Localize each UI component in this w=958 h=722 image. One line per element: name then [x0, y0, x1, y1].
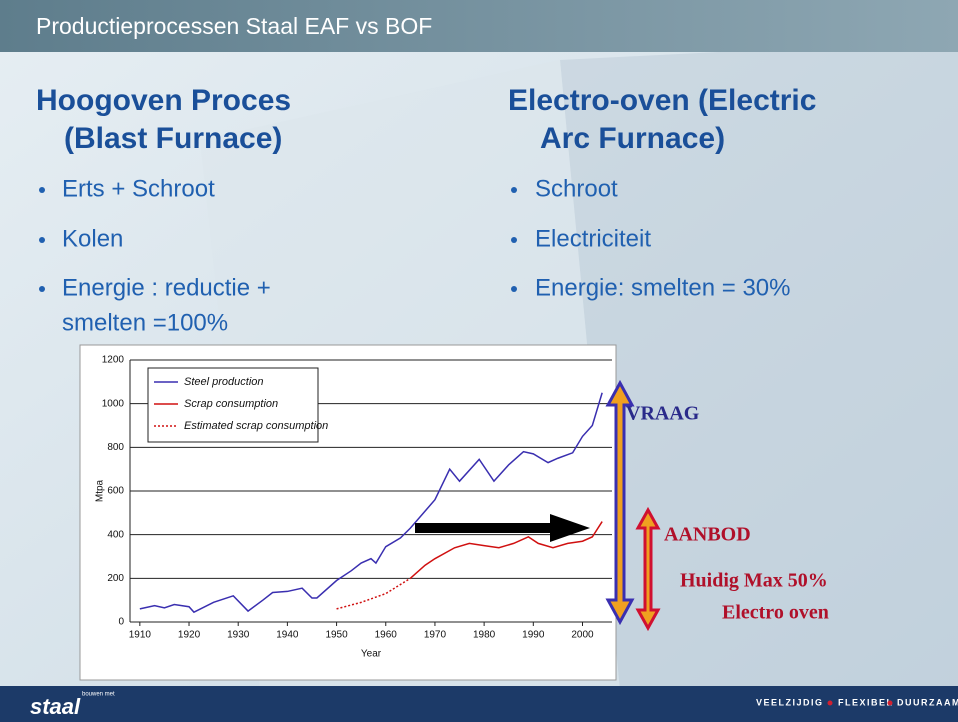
tagline: FLEXIBEL	[838, 697, 894, 707]
x-tick-label: 1940	[276, 630, 299, 641]
bullet: Electriciteit	[535, 225, 651, 252]
logo: staal	[30, 694, 81, 719]
y-tick-label: 800	[107, 442, 124, 453]
y-tick-label: 1200	[102, 355, 125, 366]
annotation: Huidig Max 50%	[680, 570, 828, 592]
x-tick-label: 1950	[325, 630, 348, 641]
x-tick-label: 1920	[178, 630, 201, 641]
x-tick-label: 1910	[129, 630, 152, 641]
x-tick-label: 1990	[522, 630, 545, 641]
slide: Productieprocessen Staal EAF vs BOF Hoog…	[0, 0, 958, 722]
bullet-dot	[511, 187, 517, 193]
y-tick-label: 200	[107, 573, 124, 584]
separator	[828, 701, 833, 706]
y-axis-label: Mtpa	[95, 479, 106, 502]
x-tick-label: 1970	[424, 630, 447, 641]
y-tick-label: 0	[118, 617, 124, 628]
bullet-dot	[39, 286, 45, 292]
bullet-dot	[39, 187, 45, 193]
heading: Electro-oven (Electric	[508, 84, 816, 117]
annotation: Electro oven	[722, 602, 829, 624]
bullet: Energie : reductie +	[62, 274, 271, 301]
y-tick-label: 400	[107, 529, 124, 540]
bullet: Energie: smelten = 30%	[535, 274, 790, 301]
separator	[888, 701, 893, 706]
x-tick-label: 1980	[473, 630, 496, 641]
x-axis-label: Year	[361, 649, 382, 660]
bullet: Schroot	[535, 175, 618, 202]
annotation: VRAAG	[626, 403, 700, 425]
chart: 0 200 400 600 800 1000 1200 1910 1920 1930 1940 195…	[80, 345, 616, 680]
heading: (Blast Furnace)	[64, 122, 282, 155]
heading: Hoogoven Proces	[36, 84, 291, 117]
bullet: Kolen	[62, 225, 123, 252]
bullet-dot	[511, 286, 517, 292]
bullet: smelten =100%	[62, 309, 228, 336]
heading: Arc Furnace)	[540, 122, 725, 155]
y-tick-label: 1000	[102, 398, 125, 409]
y-tick-label: 600	[107, 486, 124, 497]
legend-label: Scrap consumption	[184, 398, 278, 410]
bullet-dot	[39, 237, 45, 243]
legend-label: Steel production	[184, 376, 264, 388]
bullet: Erts + Schroot	[62, 175, 215, 202]
logo-small: bouwen met	[82, 692, 115, 698]
bullet-dot	[511, 237, 517, 243]
x-tick-label: 1960	[375, 630, 398, 641]
annotation: AANBOD	[664, 524, 751, 546]
slide-title: Productieprocessen Staal EAF vs BOF	[36, 13, 432, 39]
legend-label: Estimated scrap consumption	[184, 420, 328, 432]
tagline: VEELZIJDIG	[756, 697, 824, 707]
x-tick-label: 2000	[571, 630, 594, 641]
x-tick-label: 1930	[227, 630, 250, 641]
tagline: DUURZAAM	[897, 697, 958, 707]
